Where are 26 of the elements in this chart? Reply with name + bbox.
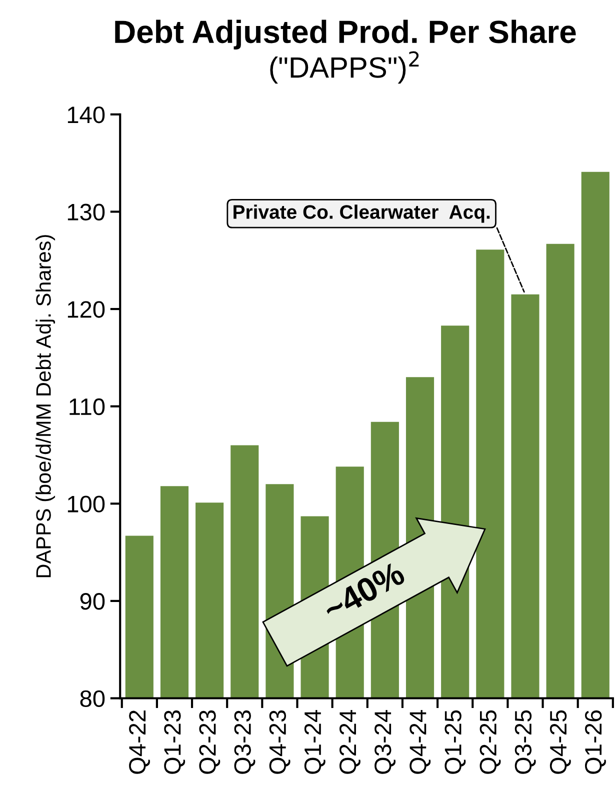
x-tick-label: Q4-24: [410, 710, 431, 774]
x-tick-label: Q2-25: [480, 710, 501, 774]
x-tick-label: Q4-22: [129, 710, 150, 774]
chart-subtitle: ("DAPPS")$^{2}$: [270, 51, 419, 84]
annotation: Private Co. Clearwater Acq.: [234, 204, 490, 223]
x-tick-label: Q1-24: [304, 710, 326, 774]
x-tick-label: Q2-23: [199, 710, 220, 774]
x-tick-label: Q1-23: [164, 710, 186, 774]
y-tick-label: 90: [80, 593, 105, 610]
y-axis-title: DAPPS (boe/d/MM Debt Adj. Shares): [36, 235, 56, 578]
x-tick-label: Q1-25: [444, 710, 466, 774]
y-tick-label: 110: [70, 398, 105, 416]
x-tick-label: Q1-26: [585, 710, 606, 774]
x-tick-label: Q4-25: [550, 710, 571, 774]
x-tick-label: Q3-24: [374, 710, 396, 774]
chart-title: Debt Adjusted Prod. Per Share: [115, 20, 576, 50]
x-tick-label: Q3-23: [234, 710, 256, 774]
y-tick-label: 80: [80, 690, 105, 708]
annotation: ~40%: [321, 560, 406, 622]
y-tick-label: 120: [68, 301, 105, 318]
y-tick-label: 140: [68, 106, 105, 124]
x-tick-label: Q2-24: [339, 710, 360, 774]
y-tick-label: 100: [68, 496, 105, 512]
x-tick-label: Q4-23: [269, 710, 290, 774]
x-tick-label: Q3-25: [514, 710, 536, 774]
y-tick-label: 130: [68, 204, 105, 221]
